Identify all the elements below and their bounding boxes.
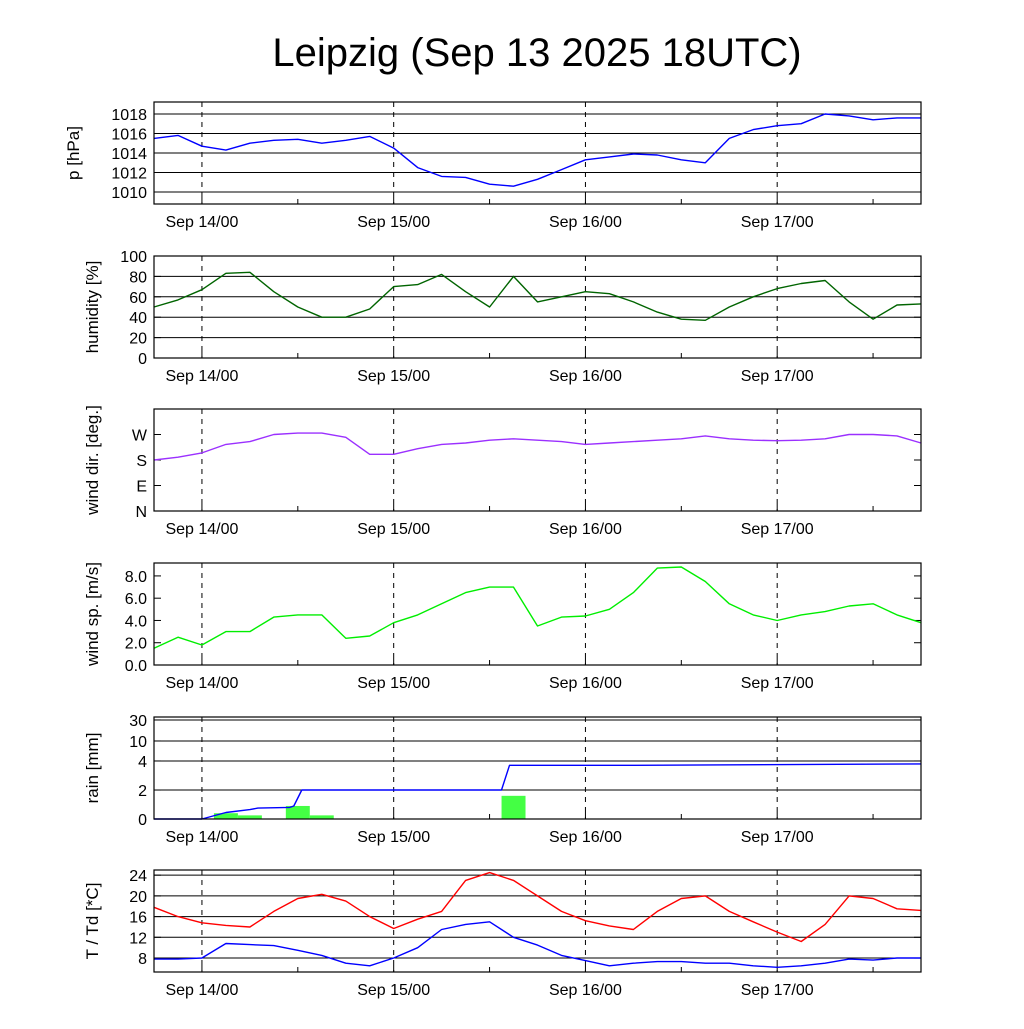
x-tick-label: Sep 14/00 <box>165 521 238 538</box>
x-tick-label: Sep 15/00 <box>357 675 430 692</box>
x-tick-label: Sep 16/00 <box>549 214 622 231</box>
plot-frame <box>153 255 922 359</box>
series-line-t <box>153 871 922 943</box>
y-axis-label: rain [mm] <box>83 733 102 804</box>
y-tick-label: 0 <box>138 812 147 829</box>
y-tick-label: 8.0 <box>125 569 147 586</box>
y-tick-label: 1016 <box>111 126 147 143</box>
panel-pressure: 1010 1012 1014 1016 1018 Sep 14/00 Sep 15/00 Se… <box>64 101 922 231</box>
y-tick-label: 20 <box>129 889 147 906</box>
series-line-pressure <box>153 113 921 187</box>
y-tick-label: 20 <box>129 331 147 348</box>
y-axis-label: humidity [%] <box>83 261 102 354</box>
rain-bar <box>309 815 334 819</box>
y-tick-label: E <box>136 479 147 496</box>
y-tick-label: 6.0 <box>125 591 147 608</box>
x-tick-label: Sep 14/00 <box>165 214 238 231</box>
series-line-humidity <box>153 271 922 321</box>
rain-bar <box>237 815 262 819</box>
y-tick-label: 80 <box>129 269 147 286</box>
x-tick-label: Sep 17/00 <box>741 368 814 385</box>
x-tick-label: Sep 15/00 <box>357 214 430 231</box>
x-tick-label: Sep 16/00 <box>549 982 622 999</box>
y-tick-label: 1018 <box>111 107 147 124</box>
y-tick-label: 8 <box>138 951 147 968</box>
y-tick-label: 0 <box>138 351 147 368</box>
y-tick-label: 12 <box>129 930 147 947</box>
y-tick-label: 2 <box>138 783 147 800</box>
x-tick-label: Sep 15/00 <box>357 368 430 385</box>
x-tick-label: Sep 17/00 <box>741 675 814 692</box>
series-line-wind-direction <box>153 432 922 461</box>
y-tick-label: 24 <box>129 868 147 885</box>
y-tick-label: 40 <box>129 310 147 327</box>
plot-frame <box>153 101 922 205</box>
y-axis-label: wind sp. [m/s] <box>83 562 102 667</box>
x-tick-label: Sep 16/00 <box>549 829 622 846</box>
x-tick-label: Sep 14/00 <box>165 982 238 999</box>
x-tick-label: Sep 17/00 <box>741 982 814 999</box>
y-tick-label: 60 <box>129 290 147 307</box>
chart-title: Leipzig (Sep 13 2025 18UTC) <box>272 31 801 75</box>
x-tick-label: Sep 16/00 <box>549 521 622 538</box>
y-tick-label: 100 <box>120 249 147 266</box>
y-axis-label: T / Td [*C] <box>83 883 102 960</box>
y-tick-label: N <box>135 504 147 521</box>
x-tick-label: Sep 14/00 <box>165 368 238 385</box>
y-axis-label: wind dir. [deg.] <box>83 405 102 516</box>
y-tick-label: 1010 <box>111 185 147 202</box>
plot-frame <box>153 408 922 512</box>
panel-wind_speed: 0.0 2.0 4.0 6.0 8.0 Sep 14/00 Sep 15/00 Sep 16/… <box>83 562 922 692</box>
x-tick-label: Sep 16/00 <box>549 368 622 385</box>
x-tick-label: Sep 15/00 <box>357 521 430 538</box>
x-tick-label: Sep 14/00 <box>165 675 238 692</box>
y-tick-label: 30 <box>129 713 147 730</box>
x-tick-label: Sep 14/00 <box>165 829 238 846</box>
y-tick-label: 4.0 <box>125 613 147 630</box>
y-tick-label: 16 <box>129 910 147 927</box>
y-tick-label: 4 <box>138 754 147 771</box>
rain-bar <box>285 805 310 819</box>
series-line-accumulated <box>154 763 922 820</box>
y-axis-label: p [hPa] <box>64 126 83 180</box>
rain-bar <box>213 813 238 819</box>
x-tick-label: Sep 15/00 <box>357 829 430 846</box>
series-line-td <box>154 921 921 968</box>
panel-temperature: 8 12 16 20 24 Sep 14/00 Sep 15/00 Sep 16/00 Sep … <box>83 868 922 999</box>
x-tick-label: Sep 17/00 <box>741 214 814 231</box>
x-tick-label: Sep 16/00 <box>549 675 622 692</box>
plot-frame <box>153 869 922 973</box>
y-tick-label: W <box>132 428 148 445</box>
x-tick-label: Sep 17/00 <box>741 829 814 846</box>
x-tick-label: Sep 15/00 <box>357 982 430 999</box>
y-tick-label: S <box>136 453 147 470</box>
plot-frame <box>153 716 922 820</box>
y-tick-label: 1014 <box>111 146 147 163</box>
plot-frame <box>153 562 922 666</box>
rain-bar <box>501 795 526 819</box>
y-tick-label: 1012 <box>111 166 147 183</box>
y-tick-label: 10 <box>129 734 147 751</box>
panel-rain: 0 2 4 10 30 Sep 14/00 Sep 15/00 Sep 16/00 Sep 17… <box>83 713 922 846</box>
series-line-wind-speed <box>153 566 922 649</box>
x-tick-label: Sep 17/00 <box>741 521 814 538</box>
y-tick-label: 2.0 <box>125 636 147 653</box>
y-tick-label: 0.0 <box>125 658 147 675</box>
panel-humidity: 0 20 40 60 80 100 Sep 14/00 Sep 15/00 Sep 16/00 S… <box>83 249 922 385</box>
